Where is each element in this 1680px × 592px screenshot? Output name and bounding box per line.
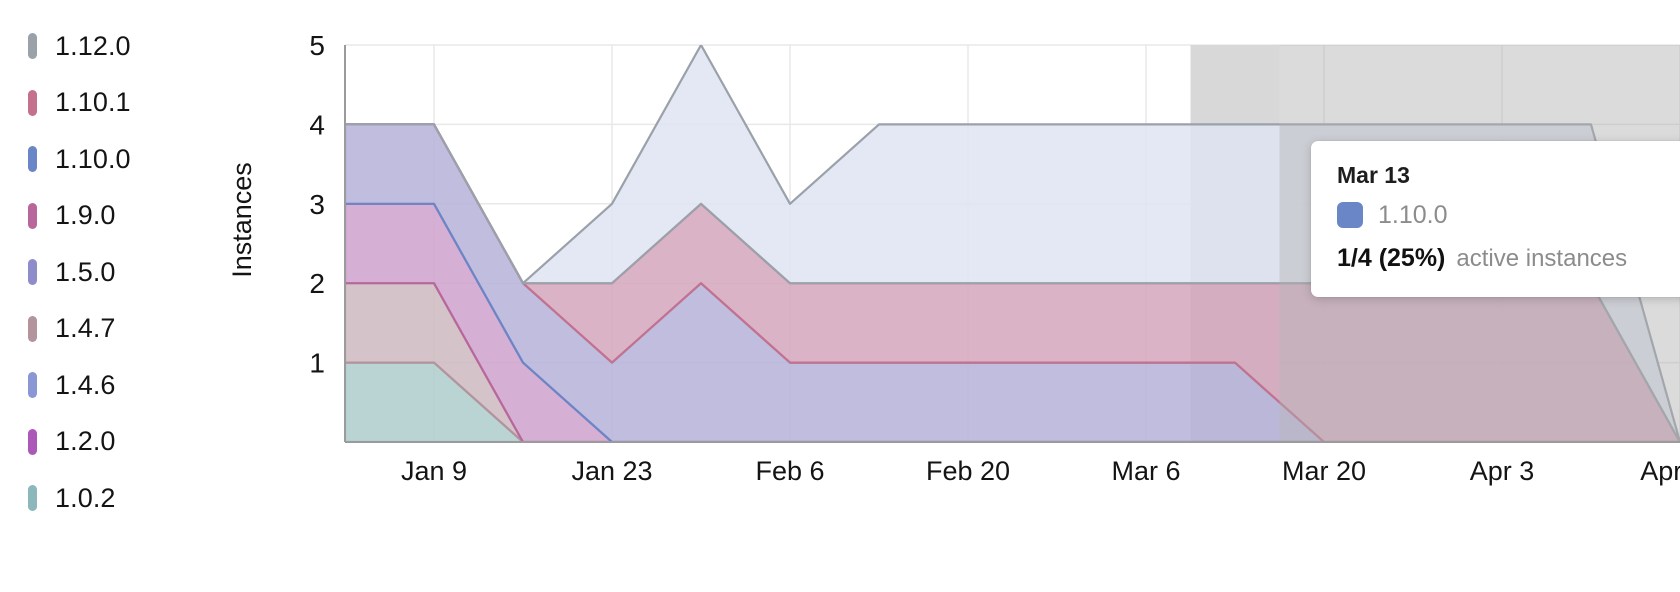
tooltip-color-swatch-icon <box>1337 202 1363 229</box>
x-axis-tick-label: Jan 23 <box>571 456 652 486</box>
legend-color-swatch-icon <box>28 89 37 116</box>
legend-item-label: 1.2.0 <box>55 426 116 457</box>
legend-item-7[interactable]: 1.2.0 <box>28 414 230 471</box>
legend-item-1[interactable]: 1.10.1 <box>28 75 230 132</box>
y-axis-tick-label: 5 <box>309 30 325 61</box>
chart-area[interactable]: Instances 1 2 3 4 5 Jan 9 Jan 23 Feb 6 Feb 20 Mar… <box>227 0 1680 592</box>
x-axis-tick-label: Feb 6 <box>755 456 824 486</box>
legend-color-swatch-icon <box>28 259 37 286</box>
x-axis-tick-label: Mar 20 <box>1282 456 1366 486</box>
legend-item-label: 1.9.0 <box>55 200 116 231</box>
legend-item-label: 1.0.2 <box>55 482 116 513</box>
y-axis-tick-label: 1 <box>309 348 325 379</box>
legend-color-swatch-icon <box>28 428 37 455</box>
legend-item-5[interactable]: 1.4.7 <box>28 301 230 358</box>
legend-item-8[interactable]: 1.0.2 <box>28 470 230 527</box>
tooltip-series-label: 1.10.0 <box>1378 200 1448 229</box>
y-axis-tick-label: 2 <box>309 268 325 299</box>
legend-item-0[interactable]: 1.12.0 <box>28 18 230 75</box>
chart-tooltip: Mar 13 1.10.0 1/4 (25%) active instances <box>1311 141 1680 298</box>
legend-item-label: 1.4.6 <box>55 369 116 400</box>
legend-item-label: 1.10.1 <box>55 87 131 118</box>
axes <box>344 45 1680 443</box>
legend-color-swatch-icon <box>28 202 37 229</box>
legend-item-label: 1.5.0 <box>55 256 116 287</box>
area-series <box>345 361 1680 442</box>
legend-item-6[interactable]: 1.4.6 <box>28 357 230 414</box>
legend-item-2[interactable]: 1.10.0 <box>28 131 230 188</box>
legend-item-label: 1.10.0 <box>55 143 131 174</box>
y-axis-tick-label: 4 <box>309 109 325 140</box>
legend-color-swatch-icon <box>28 33 37 60</box>
x-axis-tick-label: Mar 6 <box>1111 456 1180 486</box>
legend-item-label: 1.12.0 <box>55 30 131 61</box>
legend-item-label: 1.4.7 <box>55 313 116 344</box>
tooltip-value: 1/4 (25%) <box>1337 244 1446 273</box>
legend-color-swatch-icon <box>28 372 37 399</box>
x-axis-tick-label: Feb 20 <box>926 456 1010 486</box>
tooltip-series-row: 1.10.0 <box>1337 200 1680 229</box>
legend-color-swatch-icon <box>28 146 37 173</box>
tooltip-value-row: 1/4 (25%) active instances <box>1337 244 1680 273</box>
x-axis-tick-labels: Jan 9 Jan 23 Feb 6 Feb 20 Mar 6 Mar 20 Apr 3 Ap… <box>401 456 1680 486</box>
y-axis-tick-labels: 1 2 3 4 5 <box>309 30 325 379</box>
x-axis-tick-label: Apr 3 <box>1470 456 1535 486</box>
tooltip-value-suffix: active instances <box>1456 245 1628 273</box>
legend-item-3[interactable]: 1.9.0 <box>28 188 230 245</box>
legend-item-4[interactable]: 1.5.0 <box>28 244 230 301</box>
tooltip-date: Mar 13 <box>1337 162 1410 188</box>
y-axis-tick-label: 3 <box>309 189 325 220</box>
legend-color-swatch-icon <box>28 485 37 512</box>
x-axis-tick-label: Jan 9 <box>401 456 467 486</box>
x-axis-tick-label: Apr 17 <box>1640 456 1680 486</box>
legend-color-swatch-icon <box>28 315 37 342</box>
chart-legend: 1.12.0 1.10.1 1.10.0 1.9.0 1.5.0 1.4.7 1… <box>0 0 230 592</box>
